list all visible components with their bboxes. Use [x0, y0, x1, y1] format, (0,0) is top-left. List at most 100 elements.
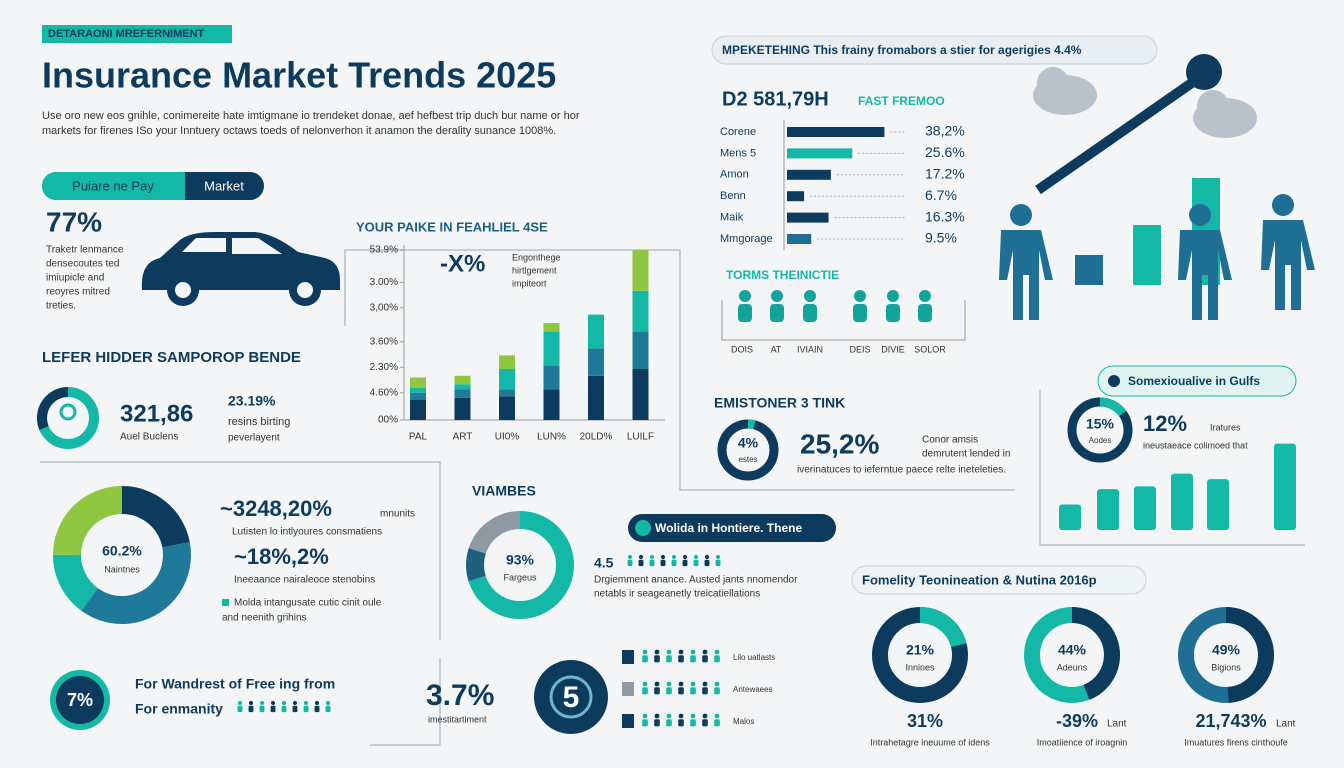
person-icon [690, 713, 696, 719]
person-icon [671, 554, 677, 560]
person-icon [690, 719, 696, 727]
pill-dot [1108, 375, 1120, 387]
person-icon [237, 700, 243, 706]
person-icon [303, 705, 309, 713]
text: and neenith grihins [222, 613, 307, 624]
bar [787, 148, 853, 159]
wheel-hub [297, 282, 313, 298]
donut-segment [53, 486, 191, 624]
bar-segment [454, 389, 471, 398]
pill-text: Market [204, 178, 244, 193]
bar-segment [410, 387, 426, 393]
headline-tag: FAST FREMOO [858, 94, 945, 108]
person-icon [654, 681, 660, 687]
person-icon [702, 719, 708, 727]
stat-value: ~18%,2% [234, 544, 329, 569]
bar [787, 169, 831, 180]
section-pill [628, 514, 836, 542]
person-icon [678, 713, 684, 719]
text: 321,86 [120, 400, 193, 427]
person-icon [704, 554, 710, 560]
donut-label: 4% [738, 435, 759, 451]
bar [787, 234, 812, 244]
x-tick-label: PAL [409, 432, 428, 443]
text: Lutisten lo intlyoures consmatiens [232, 527, 382, 538]
person-icon [627, 559, 633, 567]
bar-segment [410, 399, 426, 420]
icon-label: AT [771, 344, 782, 354]
person-icon [642, 719, 648, 727]
person-icon [270, 705, 276, 713]
badge-text: 5 [563, 681, 580, 714]
person [999, 230, 1053, 320]
person-icon [654, 713, 660, 719]
bar-segment [543, 323, 560, 332]
person-icon [918, 304, 932, 322]
section-pill [1097, 365, 1297, 397]
title: Insurance Market Trends 2025 [42, 55, 556, 96]
bar-segment [543, 389, 560, 420]
person-icon [248, 700, 254, 706]
badge [56, 676, 104, 724]
section-title: MPEKETEHING This frainy fromabors a stie… [722, 43, 1082, 57]
y-tick-label: Corene [720, 126, 756, 138]
section-title: Fomelity Teonineation & Nutina 2016p [862, 572, 1097, 587]
donut-segment [53, 486, 191, 624]
donut-label: 60.2% [102, 543, 142, 559]
donut-arc [872, 607, 968, 703]
person-icon [690, 655, 696, 663]
icon-ring [37, 387, 69, 430]
person-icon [678, 655, 684, 663]
person-icon [642, 687, 648, 695]
person-icon [739, 290, 751, 302]
stat-text: Imuatures firens cinthoufe [1184, 737, 1288, 747]
person-icon [638, 559, 644, 567]
stat-value: 77% [46, 206, 102, 237]
y-tick-label: 3.00% [370, 277, 398, 288]
text: LEFER HIDDER SAMPOROP BENDE [42, 349, 301, 366]
person-icon [649, 559, 655, 567]
y-tick-label: 53.9% [370, 245, 398, 256]
text: 23.19% [228, 393, 276, 409]
section-title: Wolida in Hontiere. Thene [655, 521, 802, 535]
person-icon [666, 713, 672, 719]
person-icon [642, 681, 648, 687]
text: Engonthege [512, 252, 561, 262]
person-icon [654, 649, 660, 655]
bar-segment [588, 375, 604, 420]
illus-bar [1133, 225, 1161, 285]
person-icon [682, 559, 688, 567]
stat-text: Intrahetagre ineuume of idens [870, 737, 990, 747]
donut-label: 44% [1058, 642, 1087, 658]
bar-segment [499, 369, 515, 390]
person-icon [678, 681, 684, 687]
donut-caption: Bigions [1211, 662, 1241, 672]
bar-segment [499, 396, 515, 420]
row-icon [622, 714, 634, 728]
wheel-hub [175, 282, 191, 298]
person-icon [702, 649, 708, 655]
person-icon [666, 655, 672, 663]
donut-label: 21% [906, 642, 935, 658]
donut-segment [53, 486, 191, 624]
person-icon [803, 304, 817, 322]
person-icon [714, 649, 720, 655]
x-tick-label: ART [453, 432, 473, 443]
person-icon [292, 705, 298, 713]
text: demrutent lended in [922, 449, 1010, 460]
donut-caption: Aodes [1089, 436, 1112, 445]
bar-segment [499, 389, 515, 397]
bar-segment [588, 314, 604, 349]
text: Drgiemment anance. Austed jants nnomendo… [594, 575, 798, 586]
person-icon [666, 649, 672, 655]
bar-segment [543, 331, 560, 366]
bar-segment [588, 348, 604, 376]
text: imestitartiment [428, 714, 487, 724]
donut-caption: Fargeus [503, 572, 537, 582]
y-tick-label: 3.60% [370, 336, 398, 347]
person-icon [237, 705, 243, 713]
person-icon [886, 304, 900, 322]
person-icon [770, 304, 784, 322]
bar [1059, 504, 1081, 530]
